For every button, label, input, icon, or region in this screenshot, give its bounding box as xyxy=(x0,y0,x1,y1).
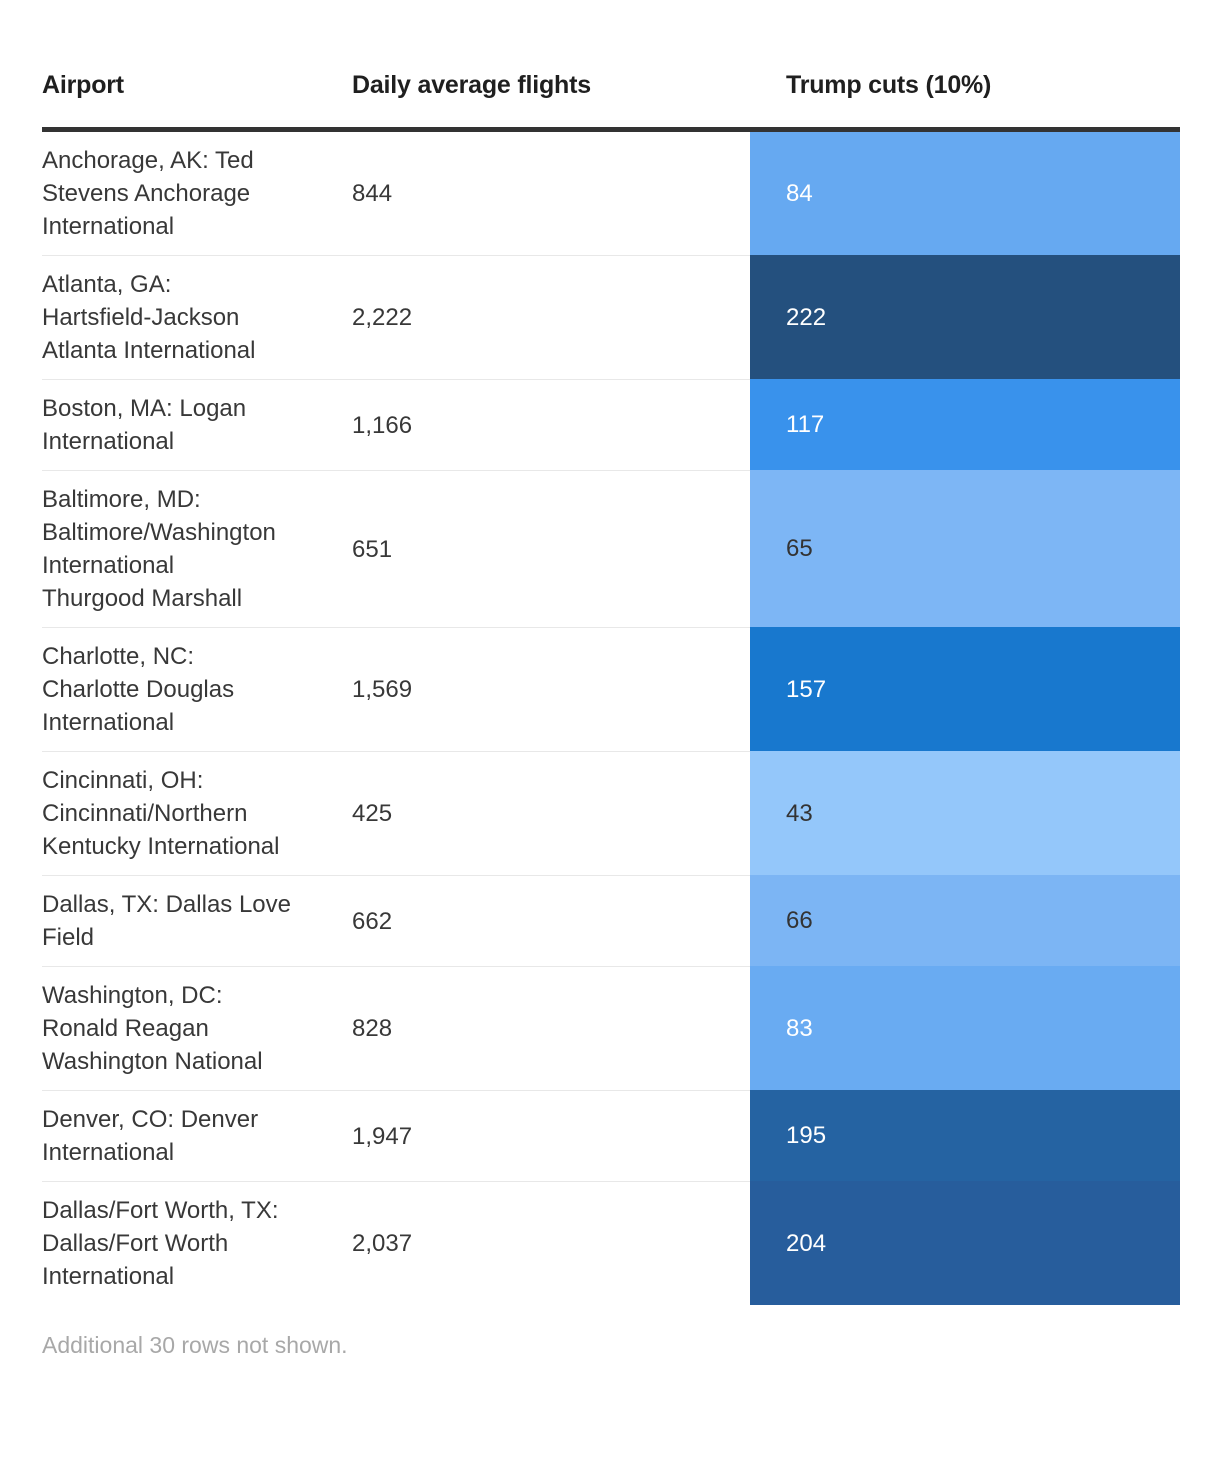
table-footnote: Additional 30 rows not shown. xyxy=(42,1332,348,1358)
airport-cell: Washington, DC: Ronald Reagan Washington… xyxy=(42,966,352,1090)
airport-cell: Charlotte, NC: Charlotte Douglas Interna… xyxy=(42,627,352,751)
airport-cuts-table: Airport Daily average flights Trump cuts… xyxy=(42,70,1180,1359)
airport-cell: Boston, MA: Logan International xyxy=(42,379,352,470)
daily-average-cell: 1,947 xyxy=(352,1090,750,1181)
airport-cell: Atlanta, GA: Hartsfield-Jackson Atlanta … xyxy=(42,255,352,379)
trump-cuts-cell: 204 xyxy=(750,1181,1180,1305)
daily-average-cell: 828 xyxy=(352,966,750,1090)
table-row: Washington, DC: Ronald Reagan Washington… xyxy=(42,966,1180,1090)
table-header-row: Airport Daily average flights Trump cuts… xyxy=(42,70,1180,132)
daily-average-cell: 651 xyxy=(352,470,750,627)
table-row: Charlotte, NC: Charlotte Douglas Interna… xyxy=(42,627,1180,751)
column-header-trump-cuts: Trump cuts (10%) xyxy=(786,71,992,99)
table-row: Anchorage, AK: Ted Stevens Anchorage Int… xyxy=(42,132,1180,255)
airport-cell: Denver, CO: Denver International xyxy=(42,1090,352,1181)
trump-cuts-cell: 157 xyxy=(750,627,1180,751)
column-header-airport: Airport xyxy=(42,71,124,99)
daily-average-cell: 844 xyxy=(352,180,393,207)
daily-average-cell: 425 xyxy=(352,751,750,875)
table-row: Cincinnati, OH: Cincinnati/Northern Kent… xyxy=(42,751,1180,875)
table-row: Atlanta, GA: Hartsfield-Jackson Atlanta … xyxy=(42,255,1180,379)
trump-cuts-cell: 195 xyxy=(750,1090,1180,1181)
trump-cuts-cell: 65 xyxy=(750,470,1180,627)
trump-cuts-cell: 83 xyxy=(750,966,1180,1090)
table-row: Dallas, TX: Dallas Love Field 662 66 xyxy=(42,875,1180,966)
table-row: Denver, CO: Denver International 1,947 1… xyxy=(42,1090,1180,1181)
table-row: Boston, MA: Logan International 1,166 11… xyxy=(42,379,1180,470)
daily-average-cell: 1,569 xyxy=(352,627,750,751)
airport-cell: Dallas/Fort Worth, TX: Dallas/Fort Worth… xyxy=(42,1181,352,1305)
trump-cuts-cell: 222 xyxy=(750,255,1180,379)
airport-cell: Cincinnati, OH: Cincinnati/Northern Kent… xyxy=(42,751,352,875)
table-row: Baltimore, MD: Baltimore/Washington Inte… xyxy=(42,470,1180,627)
trump-cuts-cell: 84 xyxy=(750,132,1180,255)
airport-cell: Anchorage, AK: Ted Stevens Anchorage Int… xyxy=(42,147,254,240)
trump-cuts-cell: 117 xyxy=(750,379,1180,470)
airport-cell: Baltimore, MD: Baltimore/Washington Inte… xyxy=(42,470,352,627)
airport-cell: Dallas, TX: Dallas Love Field xyxy=(42,875,352,966)
daily-average-cell: 1,166 xyxy=(352,379,750,470)
table-row: Dallas/Fort Worth, TX: Dallas/Fort Worth… xyxy=(42,1181,1180,1305)
daily-average-cell: 662 xyxy=(352,875,750,966)
daily-average-cell: 2,222 xyxy=(352,255,750,379)
column-header-daily-average-flights: Daily average flights xyxy=(352,71,591,99)
trump-cuts-cell: 43 xyxy=(750,751,1180,875)
trump-cuts-cell: 66 xyxy=(750,875,1180,966)
daily-average-cell: 2,037 xyxy=(352,1181,750,1305)
